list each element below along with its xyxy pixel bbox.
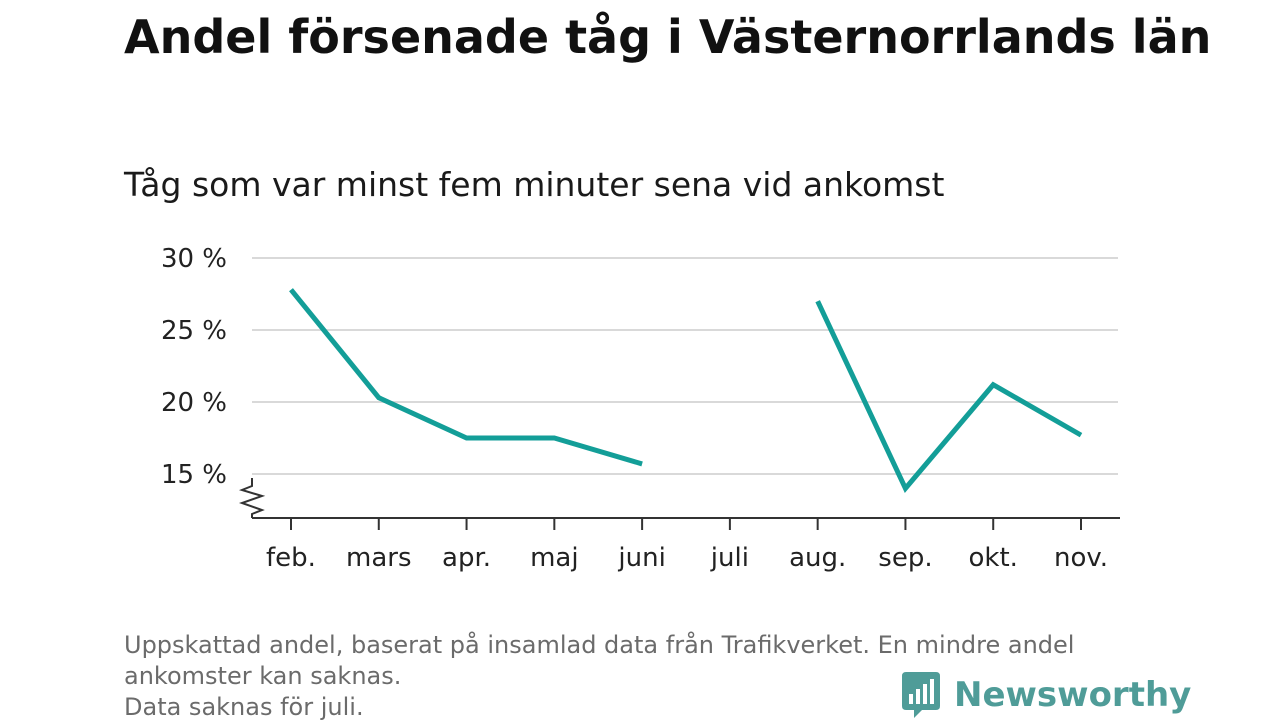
x-tick-label: apr. (442, 543, 491, 573)
x-axis-ticks: feb. mars apr. maj juni juli aug. sep. okt. nov. (266, 518, 1108, 573)
x-tick-label: maj (530, 543, 578, 573)
x-tick-label: juli (710, 543, 749, 573)
x-tick-label: nov. (1054, 543, 1108, 573)
x-tick-label: mars (346, 543, 412, 573)
newsworthy-logo: Newsworthy (900, 670, 1191, 720)
y-tick-label: 30 % (161, 244, 227, 274)
x-tick-label: juni (617, 543, 665, 573)
footnote: Uppskattad andel, baserat på insamlad da… (124, 630, 1164, 723)
chart-subtitle: Tåg som var minst fem minuter sena vid a… (124, 165, 945, 204)
footnote-line-2: ankomster kan saknas. (124, 662, 402, 690)
x-tick-label: okt. (969, 543, 1018, 573)
footnote-line-1: Uppskattad andel, baserat på insamlad da… (124, 631, 1075, 659)
data-series (289, 288, 1083, 493)
x-tick-label: aug. (789, 543, 846, 573)
x-axis (238, 478, 1120, 519)
gridlines (252, 257, 1118, 475)
series-line (289, 288, 643, 467)
y-tick-label: 25 % (161, 316, 227, 346)
y-tick-label: 15 % (161, 460, 227, 490)
y-tick-label: 20 % (161, 388, 227, 418)
brand-name: Newsworthy (954, 675, 1192, 715)
bar-chart-speech-bubble-icon (902, 672, 940, 718)
x-tick-label: sep. (878, 543, 932, 573)
x-tick-label: feb. (266, 543, 316, 573)
series-line (815, 300, 1083, 493)
y-axis-ticks: 15 % 20 % 25 % 30 % (161, 244, 227, 490)
axis-break-icon (238, 478, 266, 518)
line-chart: 15 % 20 % 25 % 30 % feb. mars apr. maj juni juli… (161, 244, 1120, 573)
chart-title: Andel försenade tåg i Västernorrlands lä… (124, 10, 1212, 64)
footnote-line-3: Data saknas för juli. (124, 693, 364, 721)
